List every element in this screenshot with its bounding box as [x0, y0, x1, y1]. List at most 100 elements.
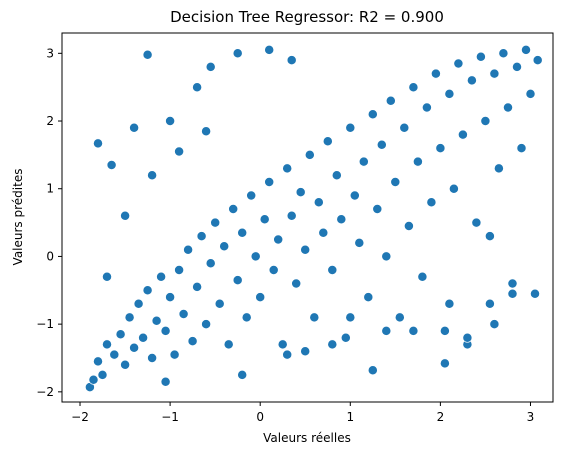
data-point — [448, 183, 459, 194]
x-tick-label: 0 — [256, 410, 264, 424]
x-tick-label: 2 — [437, 410, 445, 424]
x-axis: −2 −1 0 1 2 3 — [71, 402, 534, 424]
data-point — [178, 309, 189, 319]
data-point — [372, 204, 383, 214]
data-point — [363, 292, 374, 303]
x-tick-label: 3 — [527, 410, 535, 424]
data-point — [147, 170, 158, 181]
data-point — [367, 109, 378, 120]
data-point — [345, 312, 356, 323]
data-point — [408, 82, 419, 93]
data-point — [291, 278, 302, 289]
data-point — [358, 156, 369, 167]
data-point — [376, 139, 387, 150]
data-point — [412, 156, 423, 167]
data-point — [507, 288, 518, 299]
data-point — [286, 210, 297, 221]
data-point — [489, 319, 500, 330]
data-point — [471, 217, 482, 228]
data-point — [444, 298, 455, 309]
data-point — [453, 58, 464, 69]
data-point — [381, 325, 392, 336]
data-point — [295, 187, 306, 198]
data-point — [286, 55, 297, 66]
data-point — [246, 190, 257, 201]
data-point — [237, 369, 248, 380]
x-tick-label: −2 — [71, 410, 89, 424]
data-point — [327, 265, 338, 275]
data-point — [183, 244, 194, 255]
data-point — [304, 149, 315, 160]
data-point — [241, 312, 252, 323]
y-axis: −2 −1 0 1 2 3 — [36, 46, 62, 399]
data-point — [156, 271, 167, 282]
data-point — [300, 346, 311, 357]
data-point — [435, 143, 446, 154]
data-point — [408, 325, 419, 336]
data-point — [160, 325, 171, 336]
data-point — [282, 349, 293, 360]
data-point — [106, 160, 117, 170]
data-point — [93, 138, 103, 149]
data-point — [430, 68, 441, 79]
data-point — [228, 204, 239, 214]
data-point — [120, 210, 131, 221]
y-tick-label: 2 — [46, 114, 54, 128]
data-point — [367, 365, 378, 376]
data-point — [466, 75, 477, 86]
data-point — [214, 298, 225, 309]
data-point — [264, 177, 275, 187]
data-point — [268, 265, 279, 275]
data-point — [223, 339, 234, 350]
data-points — [84, 44, 543, 393]
data-point — [309, 312, 320, 323]
x-tick-label: −1 — [161, 410, 179, 424]
data-point — [174, 265, 185, 275]
data-point — [484, 298, 495, 309]
data-point — [88, 374, 99, 385]
data-point — [503, 102, 513, 113]
data-point — [165, 292, 176, 303]
data-point — [255, 292, 266, 303]
data-point — [165, 116, 176, 126]
data-point — [201, 126, 212, 137]
data-point — [160, 376, 171, 387]
data-point — [475, 51, 486, 62]
data-point — [403, 221, 414, 231]
data-point — [133, 298, 144, 309]
data-point — [525, 88, 536, 99]
data-point — [327, 339, 338, 350]
data-point — [277, 339, 288, 350]
data-point — [318, 227, 329, 238]
data-point — [205, 61, 216, 72]
data-point — [273, 234, 284, 245]
plot-frame — [61, 32, 554, 403]
x-tick-label: 1 — [346, 410, 354, 424]
data-point — [426, 197, 437, 208]
data-point — [97, 369, 108, 380]
data-point — [237, 227, 248, 238]
data-point — [187, 336, 198, 347]
data-point — [480, 116, 491, 126]
data-point — [521, 44, 531, 55]
data-point — [331, 170, 342, 181]
y-tick-label: 3 — [46, 46, 54, 60]
chart-title: Decision Tree Regressor: R2 = 0.900 — [170, 8, 444, 26]
data-point — [498, 48, 509, 59]
data-point — [439, 358, 450, 369]
data-point — [489, 68, 500, 79]
data-point — [417, 271, 428, 282]
data-point — [300, 244, 311, 255]
data-point — [516, 143, 527, 154]
data-point — [259, 214, 270, 225]
data-point — [530, 288, 540, 299]
data-point — [232, 275, 243, 286]
data-point — [138, 332, 149, 343]
x-axis-label: Valeurs réelles — [263, 431, 351, 445]
y-tick-label: 1 — [46, 182, 54, 196]
data-point — [462, 332, 473, 343]
data-point — [210, 217, 221, 228]
data-point — [322, 136, 333, 147]
y-axis-label: Valeurs prédites — [11, 169, 25, 266]
